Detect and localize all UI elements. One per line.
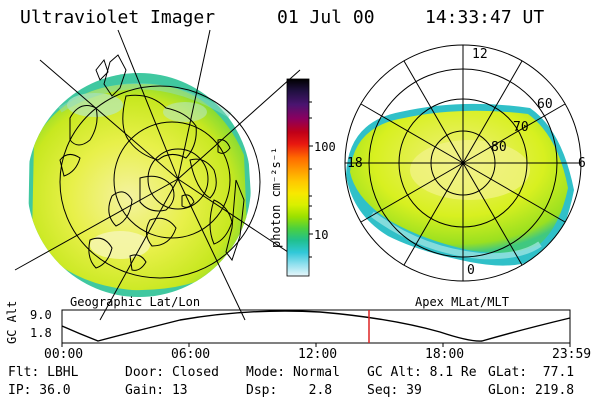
- status-filter: Flt: LBHL: [8, 365, 79, 380]
- mlt-label-18: 18: [347, 156, 363, 171]
- mlt-label-0: 0: [467, 263, 475, 278]
- timeline-xtick-0000: 00:00: [44, 347, 84, 362]
- status-glat: GLat: 77.1: [488, 365, 575, 380]
- status-gc-alt: GC Alt: 8.1 Re: [367, 365, 477, 380]
- status-ip: IP: 36.0: [8, 383, 71, 398]
- gc-altitude-timeline: [61, 309, 571, 347]
- timeline-ylabel: GC Alt: [5, 300, 19, 344]
- status-mode: Mode: Normal: [246, 365, 340, 380]
- colorbar-label-100: 100: [314, 140, 336, 154]
- mlat-label-70: 70: [513, 120, 529, 135]
- magnetic-caption: Apex MLat/MLT: [415, 295, 509, 309]
- timeline-xtick-1800: 18:00: [425, 347, 465, 362]
- colorbar-label-10: 10: [314, 228, 329, 242]
- status-door: Door: Closed: [125, 365, 219, 380]
- observation-date: 01 Jul 00: [277, 7, 375, 28]
- observation-time: 14:33:47 UT: [425, 7, 545, 28]
- timeline-xtick-2359: 23:59: [552, 347, 592, 362]
- continent-outlines: [59, 54, 245, 271]
- colorbar-unit-label: photon cm⁻²s⁻¹: [269, 146, 283, 248]
- status-dsp: Dsp: 2.8: [246, 383, 333, 398]
- timeline-xtick-1200: 12:00: [298, 347, 338, 362]
- geographic-caption: Geographic Lat/Lon: [70, 295, 201, 309]
- mlat-label-60: 60: [537, 97, 553, 112]
- imager-title: Ultraviolet Imager: [20, 7, 216, 28]
- mlt-label-12: 12: [472, 47, 488, 62]
- status-glon: GLon: 219.8: [488, 383, 575, 398]
- magnetic-auroral-image: [346, 103, 574, 266]
- intensity-color-bar: [286, 78, 313, 277]
- timeline-ytick-high: 9.0: [30, 308, 52, 322]
- mlt-label-6: 6: [578, 156, 586, 171]
- altitude-curve: [61, 310, 571, 342]
- status-gain: Gain: 13: [125, 383, 188, 398]
- timeline-xtick-0600: 06:00: [171, 347, 211, 362]
- timeline-ytick-low: 1.8: [30, 326, 52, 340]
- mlat-label-80: 80: [491, 140, 507, 155]
- geographic-grid: [14, 29, 301, 321]
- magnetic-grid: [344, 44, 582, 282]
- status-seq: Seq: 39: [367, 383, 422, 398]
